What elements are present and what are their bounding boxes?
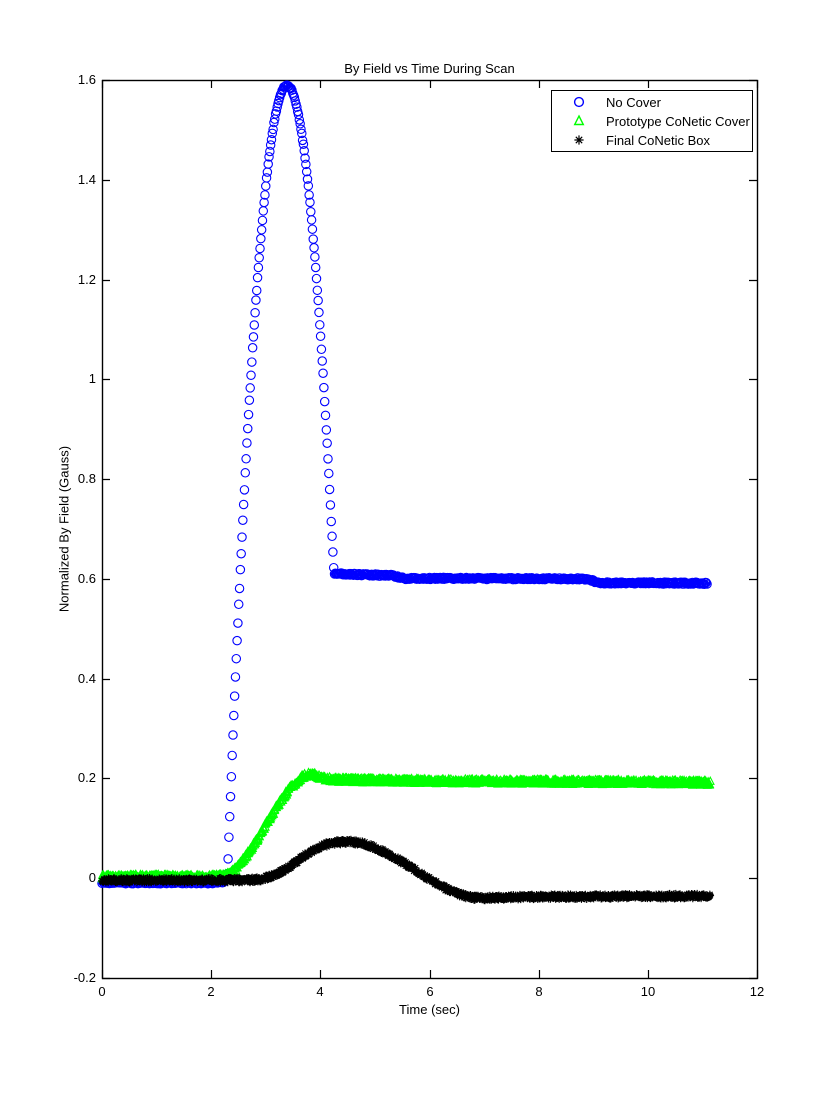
x-tick-label: 6 bbox=[426, 984, 434, 999]
chart-title: By Field vs Time During Scan bbox=[344, 61, 515, 76]
legend-label: No Cover bbox=[606, 94, 661, 110]
x-tick-label: 8 bbox=[535, 984, 543, 999]
legend-row: Prototype CoNetic Cover bbox=[552, 112, 752, 131]
legend-label: Final CoNetic Box bbox=[606, 132, 711, 148]
legend-row: No Cover bbox=[552, 93, 752, 112]
x-tick-label: 10 bbox=[640, 984, 656, 999]
y-tick-label: 1.2 bbox=[77, 272, 96, 287]
asterisk-marker-icon bbox=[552, 132, 606, 148]
x-axis-label: Time (sec) bbox=[399, 1002, 460, 1017]
y-tick-label: 0.4 bbox=[77, 671, 96, 686]
y-tick-label: 1 bbox=[88, 371, 96, 386]
triangle-marker-icon bbox=[552, 113, 606, 129]
y-tick-label: 0.6 bbox=[77, 571, 96, 586]
legend-row: Final CoNetic Box bbox=[552, 131, 752, 150]
x-tick-label: 2 bbox=[207, 984, 215, 999]
y-tick-label: 0 bbox=[88, 870, 96, 885]
y-tick-label: 1.4 bbox=[77, 172, 96, 187]
legend: No Cover Prototype CoNetic Cover Final C… bbox=[551, 90, 753, 152]
y-tick-label: -0.2 bbox=[73, 970, 96, 985]
x-tick-label: 0 bbox=[98, 984, 106, 999]
y-tick-label: 1.6 bbox=[77, 72, 96, 87]
circle-marker-icon bbox=[552, 94, 606, 110]
x-tick-label: 4 bbox=[316, 984, 324, 999]
x-tick-label: 12 bbox=[749, 984, 765, 999]
y-tick-label: 0.8 bbox=[77, 471, 96, 486]
y-tick-label: 0.2 bbox=[77, 770, 96, 785]
legend-label: Prototype CoNetic Cover bbox=[606, 113, 750, 129]
